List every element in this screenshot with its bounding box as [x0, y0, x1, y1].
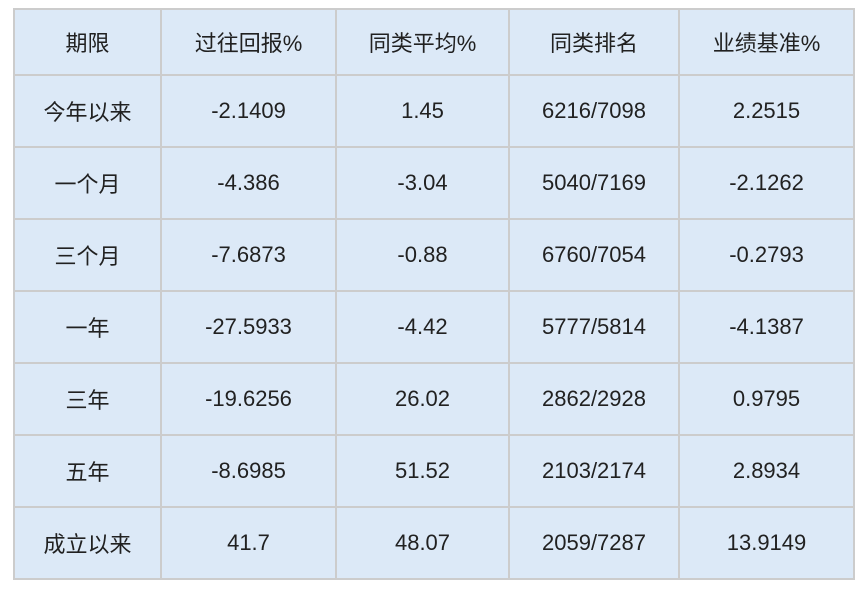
- column-header-category-average: 同类平均%: [335, 8, 510, 76]
- period-cell: 五年: [13, 434, 162, 508]
- table-row: 今年以来 -2.1409 1.45 6216/7098 2.2515: [13, 74, 855, 148]
- period-cell: 一个月: [13, 146, 162, 220]
- past-return-cell: -27.5933: [160, 290, 337, 364]
- past-return-cell: -4.386: [160, 146, 337, 220]
- category-rank-cell: 2103/2174: [508, 434, 680, 508]
- past-return-cell: -8.6985: [160, 434, 337, 508]
- category-rank-cell: 6216/7098: [508, 74, 680, 148]
- period-cell: 成立以来: [13, 506, 162, 580]
- benchmark-cell: -4.1387: [678, 290, 855, 364]
- period-cell: 今年以来: [13, 74, 162, 148]
- table-row: 一个月 -4.386 -3.04 5040/7169 -2.1262: [13, 146, 855, 220]
- period-cell: 一年: [13, 290, 162, 364]
- column-header-period: 期限: [13, 8, 162, 76]
- category-average-cell: 51.52: [335, 434, 510, 508]
- category-rank-cell: 2059/7287: [508, 506, 680, 580]
- benchmark-cell: 2.8934: [678, 434, 855, 508]
- category-average-cell: -0.88: [335, 218, 510, 292]
- past-return-cell: 41.7: [160, 506, 337, 580]
- category-average-cell: 26.02: [335, 362, 510, 436]
- category-average-cell: 48.07: [335, 506, 510, 580]
- table-row: 一年 -27.5933 -4.42 5777/5814 -4.1387: [13, 290, 855, 364]
- performance-table: 期限 过往回报% 同类平均% 同类排名 业绩基准% 今年以来 -2.1409 1…: [13, 8, 855, 580]
- benchmark-cell: 0.9795: [678, 362, 855, 436]
- table-row: 三个月 -7.6873 -0.88 6760/7054 -0.2793: [13, 218, 855, 292]
- benchmark-cell: -0.2793: [678, 218, 855, 292]
- category-rank-cell: 2862/2928: [508, 362, 680, 436]
- category-average-cell: -3.04: [335, 146, 510, 220]
- past-return-cell: -2.1409: [160, 74, 337, 148]
- table-row: 五年 -8.6985 51.52 2103/2174 2.8934: [13, 434, 855, 508]
- table-row: 成立以来 41.7 48.07 2059/7287 13.9149: [13, 506, 855, 580]
- category-average-cell: -4.42: [335, 290, 510, 364]
- column-header-benchmark: 业绩基准%: [678, 8, 855, 76]
- past-return-cell: -19.6256: [160, 362, 337, 436]
- fund-performance-section: 期限 过往回报% 同类平均% 同类排名 业绩基准% 今年以来 -2.1409 1…: [13, 8, 855, 580]
- table-row: 三年 -19.6256 26.02 2862/2928 0.9795: [13, 362, 855, 436]
- header-row: 期限 过往回报% 同类平均% 同类排名 业绩基准%: [13, 8, 855, 76]
- category-rank-cell: 5040/7169: [508, 146, 680, 220]
- period-cell: 三个月: [13, 218, 162, 292]
- column-header-past-return: 过往回报%: [160, 8, 337, 76]
- category-rank-cell: 5777/5814: [508, 290, 680, 364]
- period-cell: 三年: [13, 362, 162, 436]
- past-return-cell: -7.6873: [160, 218, 337, 292]
- benchmark-cell: 2.2515: [678, 74, 855, 148]
- benchmark-cell: 13.9149: [678, 506, 855, 580]
- benchmark-cell: -2.1262: [678, 146, 855, 220]
- column-header-category-rank: 同类排名: [508, 8, 680, 76]
- category-rank-cell: 6760/7054: [508, 218, 680, 292]
- category-average-cell: 1.45: [335, 74, 510, 148]
